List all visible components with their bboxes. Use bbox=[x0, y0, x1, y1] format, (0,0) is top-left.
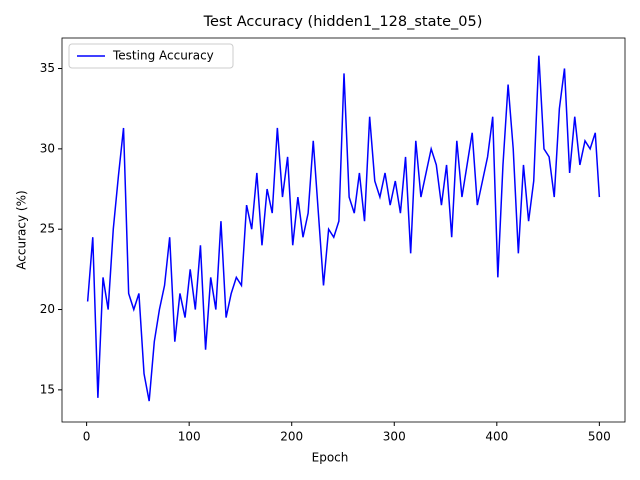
legend-box bbox=[68, 43, 234, 69]
x-tick-label: 200 bbox=[280, 430, 303, 444]
x-tick-label: 500 bbox=[588, 430, 611, 444]
x-tick-label: 400 bbox=[485, 430, 508, 444]
x-tick-label: 0 bbox=[83, 430, 91, 444]
plot-frame bbox=[61, 37, 626, 423]
x-axis-label: Epoch bbox=[312, 451, 349, 465]
x-tick-label: 100 bbox=[178, 430, 201, 444]
y-tick-label: 20 bbox=[40, 302, 55, 316]
chart-title: Test Accuracy (hidden1_128_state_05) bbox=[203, 14, 483, 30]
x-tick-label: 300 bbox=[383, 430, 406, 444]
y-tick-label: 25 bbox=[40, 222, 55, 236]
y-tick-label: 35 bbox=[40, 61, 55, 75]
data-line bbox=[86, 55, 601, 402]
y-axis-label: Accuracy (%) bbox=[15, 190, 29, 269]
y-tick-label: 15 bbox=[40, 382, 55, 396]
legend-label: Testing Accuracy bbox=[112, 49, 214, 63]
y-tick-label: 30 bbox=[40, 141, 55, 155]
